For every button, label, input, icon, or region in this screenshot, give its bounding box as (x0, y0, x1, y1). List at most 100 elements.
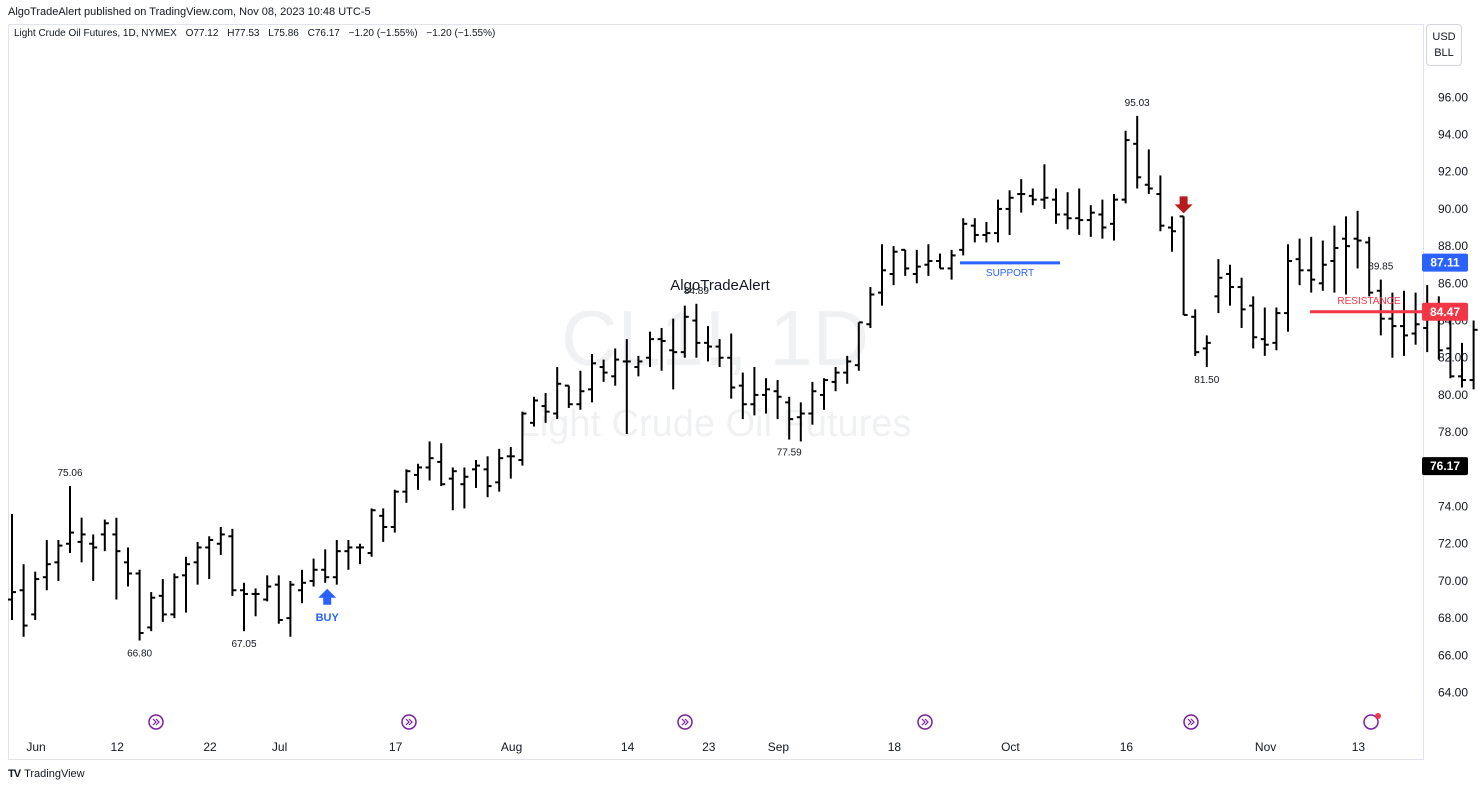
ohlc-bar (31, 571, 40, 620)
ohlc-bar (750, 367, 759, 416)
x-tick-label: 13 (1352, 740, 1366, 754)
y-tick-label: 70.00 (1438, 574, 1468, 588)
ohlc-bar (1202, 335, 1211, 368)
ohlc-bar (796, 402, 805, 442)
ohlc-bar (901, 248, 910, 276)
event-chevron-icon (681, 718, 689, 726)
ohlc-bar (1098, 199, 1107, 239)
ohlc-bar (1110, 194, 1118, 241)
ohlc-bar (135, 569, 144, 641)
ohlc-bar (19, 564, 28, 637)
event-chevron-icon (1187, 718, 1195, 726)
x-tick-label: Jun (26, 740, 45, 754)
ohlc-bar (970, 218, 979, 243)
ohlc-bar (1388, 292, 1397, 358)
ohlc-bar (1052, 188, 1060, 224)
y-tick-label: 92.00 (1438, 165, 1468, 179)
ohlc-bar (1249, 296, 1258, 349)
ohlc-bar (251, 588, 260, 617)
ohlc-bar (1307, 236, 1316, 293)
ohlc-bar (1156, 175, 1165, 232)
resistance-label: RESISTANCE (1337, 296, 1400, 307)
x-tick-label: Nov (1255, 740, 1276, 754)
price-extreme-label: 67.05 (231, 639, 256, 650)
ohlc-bar (646, 331, 654, 368)
ohlc-bar (947, 249, 956, 280)
ohlc-bar (622, 339, 631, 434)
ohlc-bar (1005, 190, 1014, 235)
ohlc-bar (1284, 244, 1292, 332)
economic-event-icon (148, 714, 164, 730)
ohlc-bar (1017, 179, 1026, 213)
ohlc-bar (216, 526, 225, 555)
ohlc-bar (483, 456, 492, 498)
x-tick-label: 17 (389, 740, 403, 754)
price-extreme-label: 75.06 (57, 468, 82, 479)
ohlc-bar (680, 305, 689, 358)
ohlc-bar (564, 384, 573, 408)
ohlc-bar (298, 569, 306, 604)
tradingview-logo-icon: TV (8, 768, 21, 780)
ohlc-bar (66, 486, 74, 554)
support-label: SUPPORT (986, 268, 1034, 279)
price-tag (1422, 457, 1468, 476)
price-tag (1422, 253, 1468, 272)
unit-label: BLL (1434, 47, 1454, 59)
buy-label: BUY (316, 612, 340, 624)
ohlc-bar (704, 326, 712, 362)
legend-change: −1.20 (−1.55%) (348, 28, 418, 39)
ohlc-bar (77, 517, 86, 563)
x-tick-label: Sep (768, 740, 790, 754)
x-tick-label: 23 (702, 740, 716, 754)
ohlc-bar (1365, 236, 1374, 297)
ohlc-bar (8, 513, 16, 620)
y-tick-label: 78.00 (1438, 425, 1468, 439)
ohlc-bar (924, 244, 933, 276)
economic-event-icon (677, 714, 693, 730)
ohlc-bar (182, 556, 190, 613)
ohlc-bar (344, 540, 353, 570)
ohlc-bar (611, 348, 620, 386)
legend-change-percent: −1.20 (−1.55%) (426, 28, 496, 39)
currency-label: USD (1432, 31, 1456, 43)
ohlc-bar (692, 303, 701, 358)
ohlc-bar (1260, 307, 1269, 356)
ohlc-bar (715, 339, 724, 368)
ohlc-bar (205, 536, 214, 580)
price-extreme-label: 84.89 (684, 286, 709, 297)
publisher-line: AlgoTradeAlert published on TradingView.… (8, 6, 371, 18)
ohlc-bar (634, 355, 643, 377)
ohlc-bar (1121, 130, 1130, 204)
ohlc-bar (332, 540, 341, 585)
ohlc-bar (831, 367, 840, 392)
ohlc-bar (1214, 259, 1223, 314)
event-chevron-icon (405, 718, 413, 726)
ohlc-bar (959, 218, 968, 256)
ohlc-bar (1342, 216, 1350, 295)
ohlc-bar (390, 489, 399, 533)
ohlc-bar (866, 287, 875, 328)
ohlc-bar (843, 355, 852, 384)
ohlc-bar (982, 221, 991, 243)
ohlc-bar (460, 467, 469, 509)
ohlc-bar (495, 448, 504, 492)
ohlc-bar (193, 541, 202, 585)
sell-arrow-icon (1174, 196, 1193, 214)
y-tick-label: 74.00 (1438, 500, 1468, 514)
ohlc-bar (1318, 240, 1327, 291)
ohlc-bar (147, 592, 156, 632)
buy-arrow-icon (318, 588, 337, 605)
price-extreme-label: 77.59 (777, 448, 802, 459)
y-tick-label: 66.00 (1438, 648, 1468, 662)
ohlc-bar (1400, 290, 1408, 356)
ohlc-bar (738, 372, 747, 420)
ohlc-bar (1075, 188, 1084, 235)
x-tick-label: 12 (111, 740, 125, 754)
legend-low: L75.86 (268, 28, 299, 39)
ohlc-bar (588, 354, 596, 403)
event-chevron-icon (152, 718, 160, 726)
price-scale-currency[interactable]: USD BLL (1426, 24, 1462, 66)
ohlc-bar (228, 528, 237, 596)
y-tick-label: 80.00 (1438, 388, 1468, 402)
